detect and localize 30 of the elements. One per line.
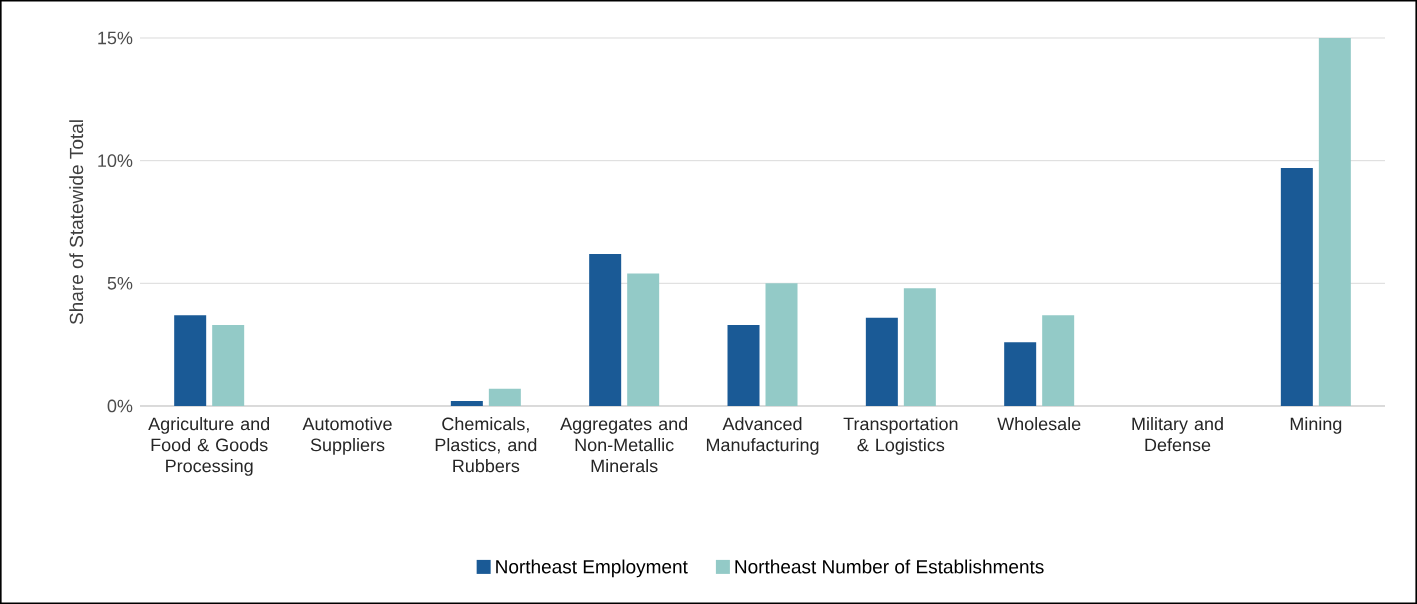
x-tick-label: Wholesale: [997, 417, 1081, 431]
legend-label: Northeast Employment: [496, 559, 688, 578]
bar: [1280, 168, 1313, 406]
x-tick-label: Transportation & Logistics: [843, 417, 958, 455]
legend-label: Northeast Number of Establishments: [735, 559, 1044, 574]
y-axis-title: Share of Statewide Total: [69, 120, 84, 325]
bar: [1042, 315, 1075, 406]
bar: [1004, 342, 1037, 406]
bar: [589, 253, 622, 406]
x-tick-label: Military and Defense: [1132, 417, 1223, 452]
y-tick-label: 5%: [107, 277, 133, 290]
x-tick-label: Chemicals, Plastics, and Rubbers: [435, 417, 537, 473]
y-tick-label: 0%: [107, 399, 133, 413]
x-tick-label: Mining: [1290, 417, 1342, 434]
bar: [174, 315, 207, 406]
bar: [488, 388, 521, 406]
x-tick-label: Automotive Suppliers: [302, 417, 392, 455]
bar: [765, 283, 798, 406]
bar: [727, 325, 760, 406]
x-tick-label: Advanced Manufacturing: [706, 417, 819, 455]
bar: [865, 317, 898, 406]
y-tick-label: 10%: [98, 154, 133, 168]
bar: [1318, 37, 1351, 406]
x-tick-label: Aggregates and Non-Metallic Minerals: [560, 417, 688, 473]
y-tick-label: 15%: [98, 31, 133, 45]
bar: [450, 401, 483, 406]
bar: [903, 288, 936, 406]
x-tick-label: Agriculture and Food & Goods Processing: [148, 417, 270, 476]
bar: [627, 273, 660, 406]
bar: [212, 325, 245, 406]
